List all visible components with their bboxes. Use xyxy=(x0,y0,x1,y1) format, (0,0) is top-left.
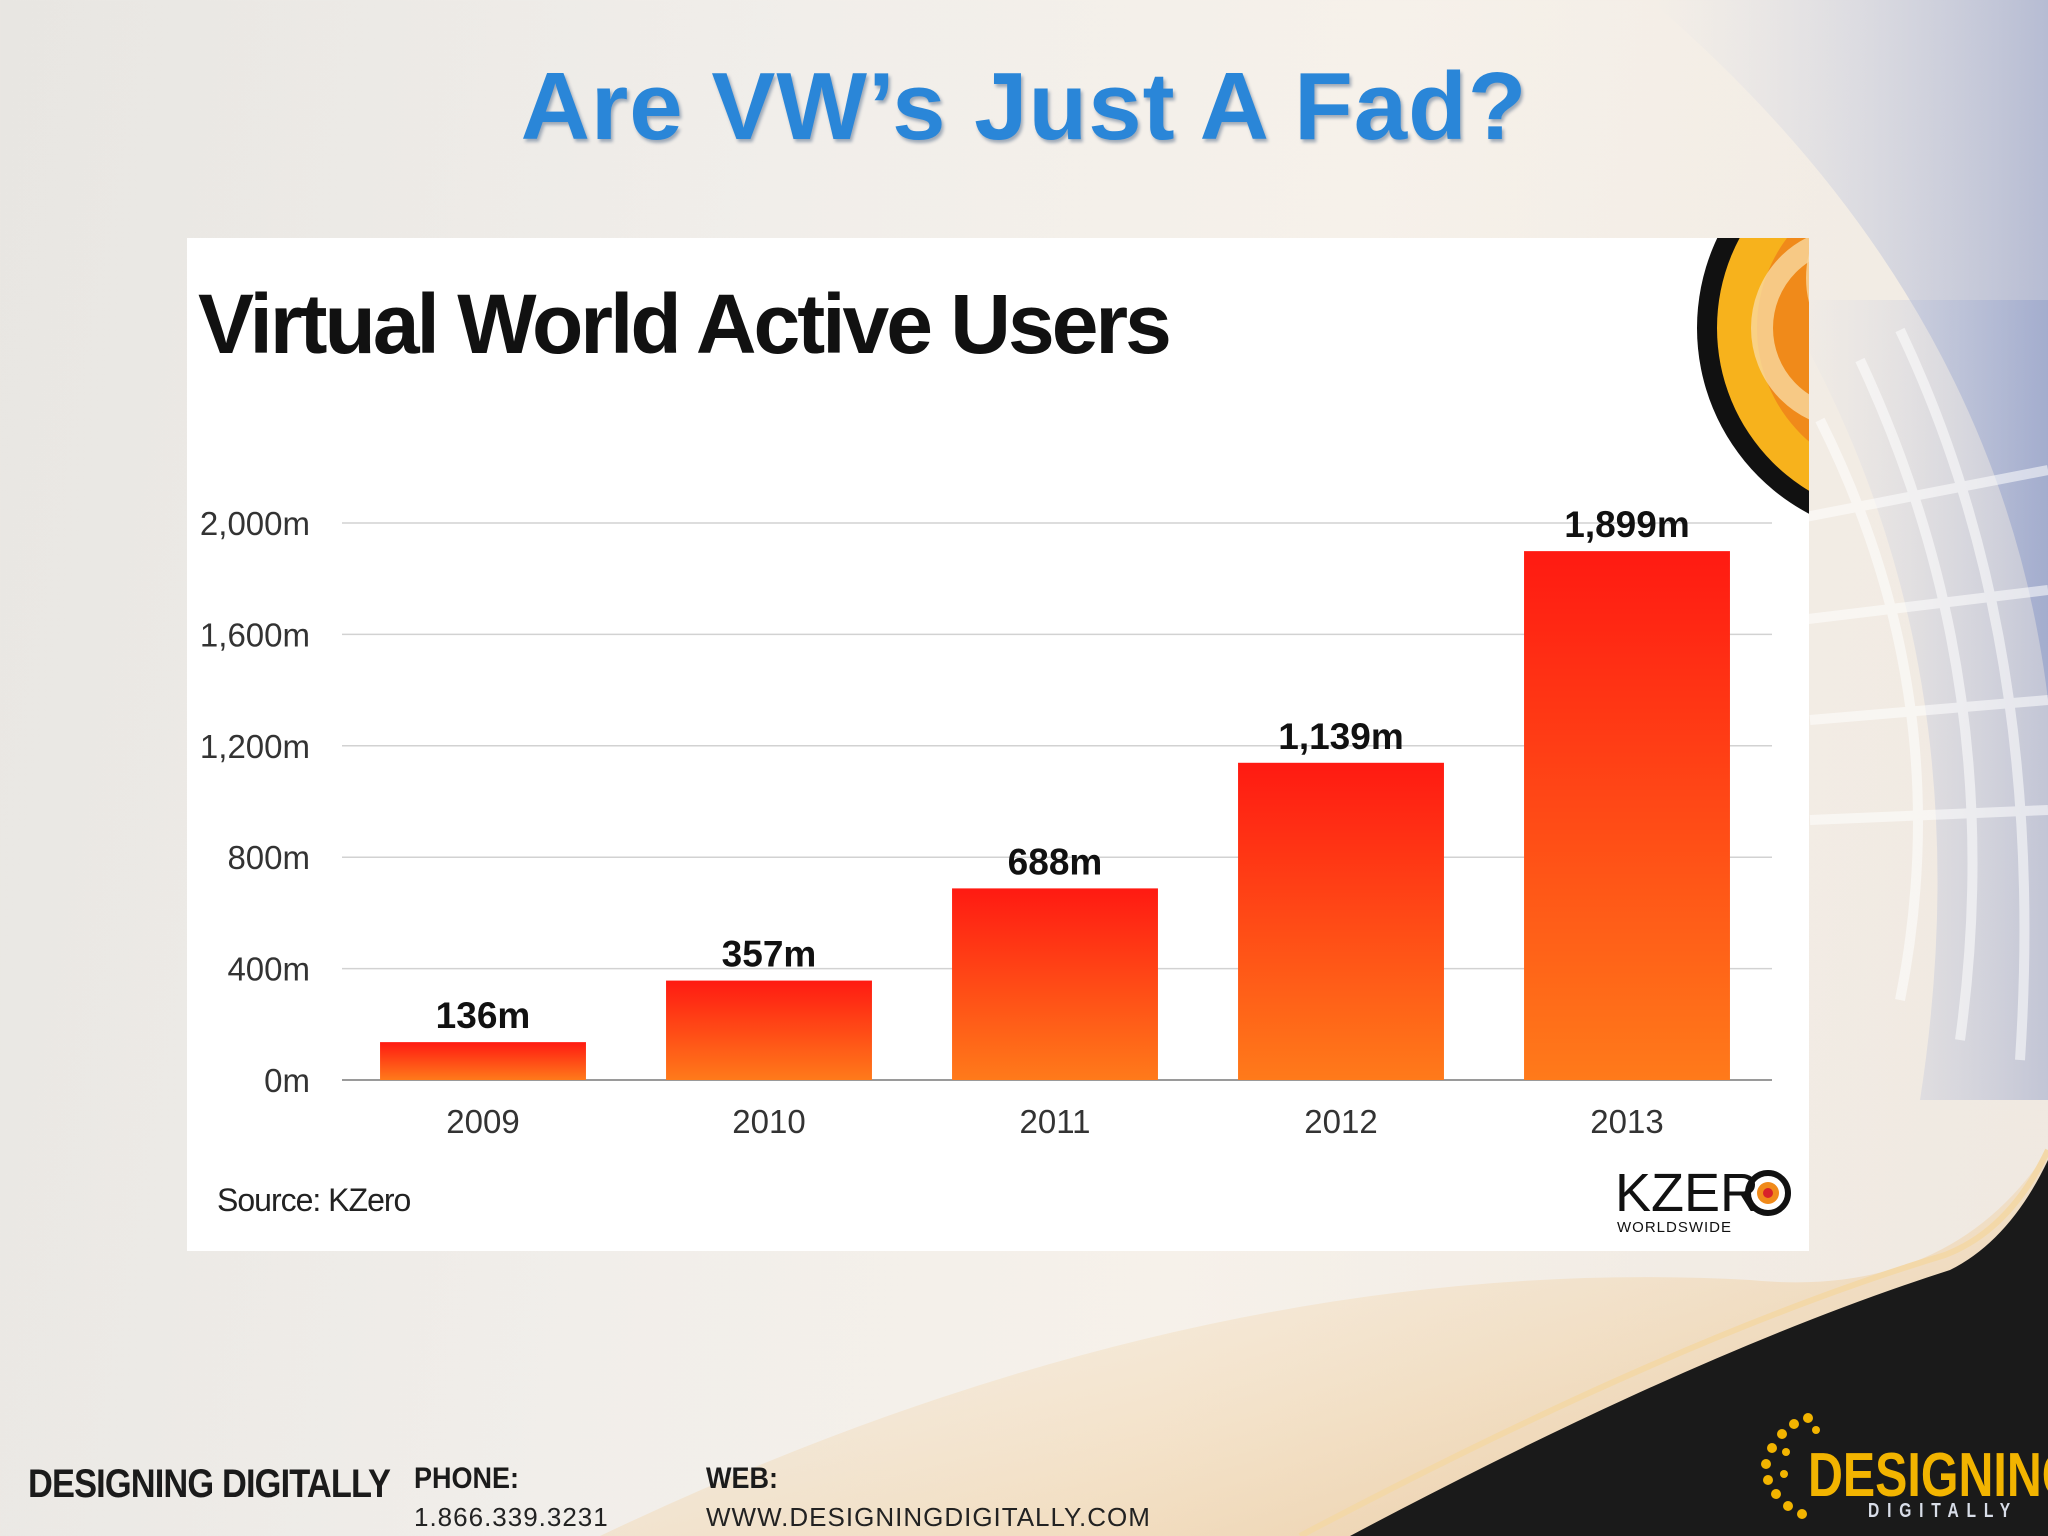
y-tick-label: 0m xyxy=(264,1062,310,1099)
kzero-tagline: WORLDSWIDE xyxy=(1617,1219,1732,1236)
kzero-o-icon xyxy=(1745,1170,1791,1216)
y-tick-label: 400m xyxy=(227,951,310,988)
bars: 136m 357m 688m 1,139m 1,899m xyxy=(380,504,1730,1080)
y-axis: 0m 400m 800m 1,200m 1,600m 2,000m xyxy=(200,505,310,1099)
web-label: WEB: xyxy=(706,1462,778,1495)
source-label: Source: KZero xyxy=(217,1182,411,1218)
data-label-2011: 688m xyxy=(1008,841,1103,882)
x-tick-label: 2012 xyxy=(1304,1103,1377,1140)
data-label-2013: 1,899m xyxy=(1564,504,1690,545)
bar-2012 xyxy=(1238,762,1444,1080)
bar-2010 xyxy=(666,980,872,1080)
bar-2013 xyxy=(1524,551,1730,1080)
logo-dots-icon xyxy=(1761,1413,1820,1519)
bar-2011 xyxy=(952,888,1158,1080)
y-tick-label: 1,200m xyxy=(200,728,310,765)
logo-text-designing: DESIGNING xyxy=(1808,1441,2048,1510)
bar-chart: Virtual World Active Users 0m 400m 800m 1,2… xyxy=(198,238,1809,1236)
data-label-2012: 1,139m xyxy=(1278,716,1404,757)
footer-brand: DESIGNING DIGITALLY xyxy=(28,1462,391,1506)
emblem-logo xyxy=(1697,238,1809,514)
y-tick-label: 2,000m xyxy=(200,505,310,542)
kzero-logo: KZER WORLDSWIDE xyxy=(1615,1163,1791,1236)
chart-title: Virtual World Active Users xyxy=(198,277,1169,371)
logo-text-digitally: DIGITALLY xyxy=(1868,1500,2018,1522)
x-axis: 2009 2010 2011 2012 2013 xyxy=(446,1103,1663,1140)
data-label-2009: 136m xyxy=(436,995,531,1036)
data-label-2010: 357m xyxy=(722,934,817,975)
x-tick-label: 2011 xyxy=(1020,1103,1091,1140)
web-link[interactable]: WWW.DESIGNINGDIGITALLY.COM xyxy=(706,1502,1151,1532)
x-tick-label: 2009 xyxy=(446,1103,519,1140)
x-tick-label: 2010 xyxy=(732,1103,805,1140)
y-tick-label: 800m xyxy=(227,839,310,876)
chart-panel: Virtual World Active Users 0m 400m 800m 1,2… xyxy=(187,238,1809,1251)
bar-2009 xyxy=(380,1042,586,1080)
slide-title: Are VW’s Just A Fad? xyxy=(520,53,1528,160)
phone-label: PHONE: xyxy=(414,1462,520,1495)
kzero-wordmark: KZER xyxy=(1615,1163,1759,1223)
phone-number: 1.866.339.3231 xyxy=(414,1502,609,1532)
y-tick-label: 1,600m xyxy=(200,616,310,653)
x-tick-label: 2013 xyxy=(1590,1103,1663,1140)
